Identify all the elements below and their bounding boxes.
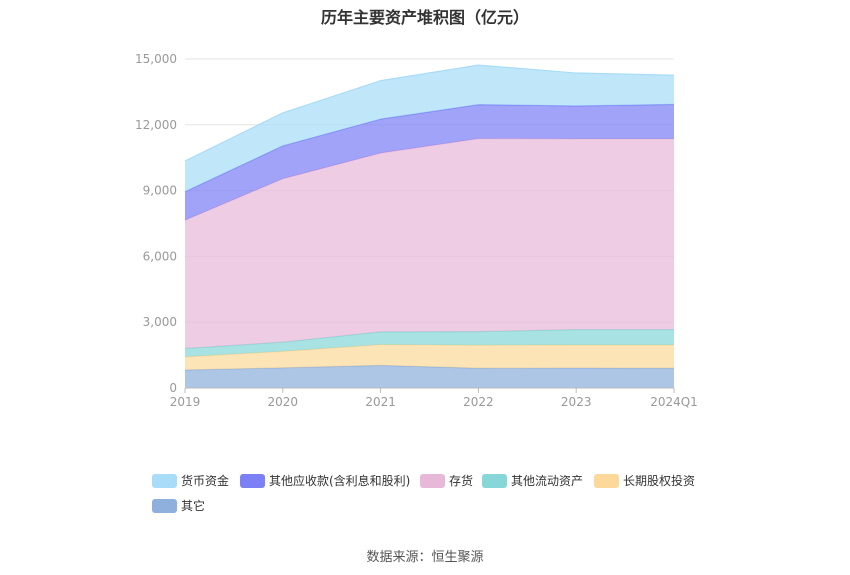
legend-swatch xyxy=(152,473,177,488)
legend-label: 货币资金 xyxy=(181,474,230,488)
y-tick-label: 9,000 xyxy=(143,184,177,198)
y-tick-label: 3,000 xyxy=(143,315,177,329)
legend-item[interactable]: 货币资金 xyxy=(152,472,229,489)
y-tick-label: 12,000 xyxy=(135,118,177,132)
x-tick-label: 2020 xyxy=(268,395,299,409)
x-tick-label: 2024Q1 xyxy=(650,395,698,409)
legend-item[interactable]: 其它 xyxy=(152,497,205,514)
area-series-其他流动资产 xyxy=(185,329,674,357)
y-tick-label: 6,000 xyxy=(143,249,177,263)
legend-item[interactable]: 长期股权投资 xyxy=(594,472,695,489)
area-series-存货 xyxy=(185,138,674,349)
legend-item[interactable]: 其他应收款(含利息和股利) xyxy=(240,472,410,489)
area-series-货币资金 xyxy=(185,65,674,192)
legend-swatch xyxy=(482,473,507,488)
legend-label: 其他应收款(含利息和股利) xyxy=(269,474,411,488)
legend-label: 其它 xyxy=(181,499,206,513)
area-series-其他应收款(含利息和股利) xyxy=(185,104,674,221)
legend-swatch xyxy=(240,473,265,488)
source-note: 数据来源：恒生聚源 xyxy=(366,550,484,565)
y-tick-label: 15,000 xyxy=(135,52,177,66)
legend-swatch xyxy=(152,498,177,513)
area-series-长期股权投资 xyxy=(185,344,674,371)
y-tick-label: 0 xyxy=(169,381,177,395)
legend-item[interactable]: 其他流动资产 xyxy=(482,472,583,489)
chart-title: 历年主要资产堆积图（亿元） xyxy=(320,8,529,27)
x-tick-label: 2023 xyxy=(561,395,592,409)
legend-item[interactable]: 存货 xyxy=(420,472,473,489)
legend-label: 长期股权投资 xyxy=(623,474,696,488)
legend-swatch xyxy=(420,473,445,488)
legend-label: 其他流动资产 xyxy=(511,474,584,488)
x-tick-label: 2019 xyxy=(170,395,201,409)
x-tick-label: 2022 xyxy=(463,395,494,409)
legend-label: 存货 xyxy=(449,474,474,488)
x-tick-label: 2021 xyxy=(365,395,396,409)
area-series-其它 xyxy=(185,365,674,388)
area-line-货币资金 xyxy=(184,64,675,162)
legend-swatch xyxy=(594,473,619,488)
